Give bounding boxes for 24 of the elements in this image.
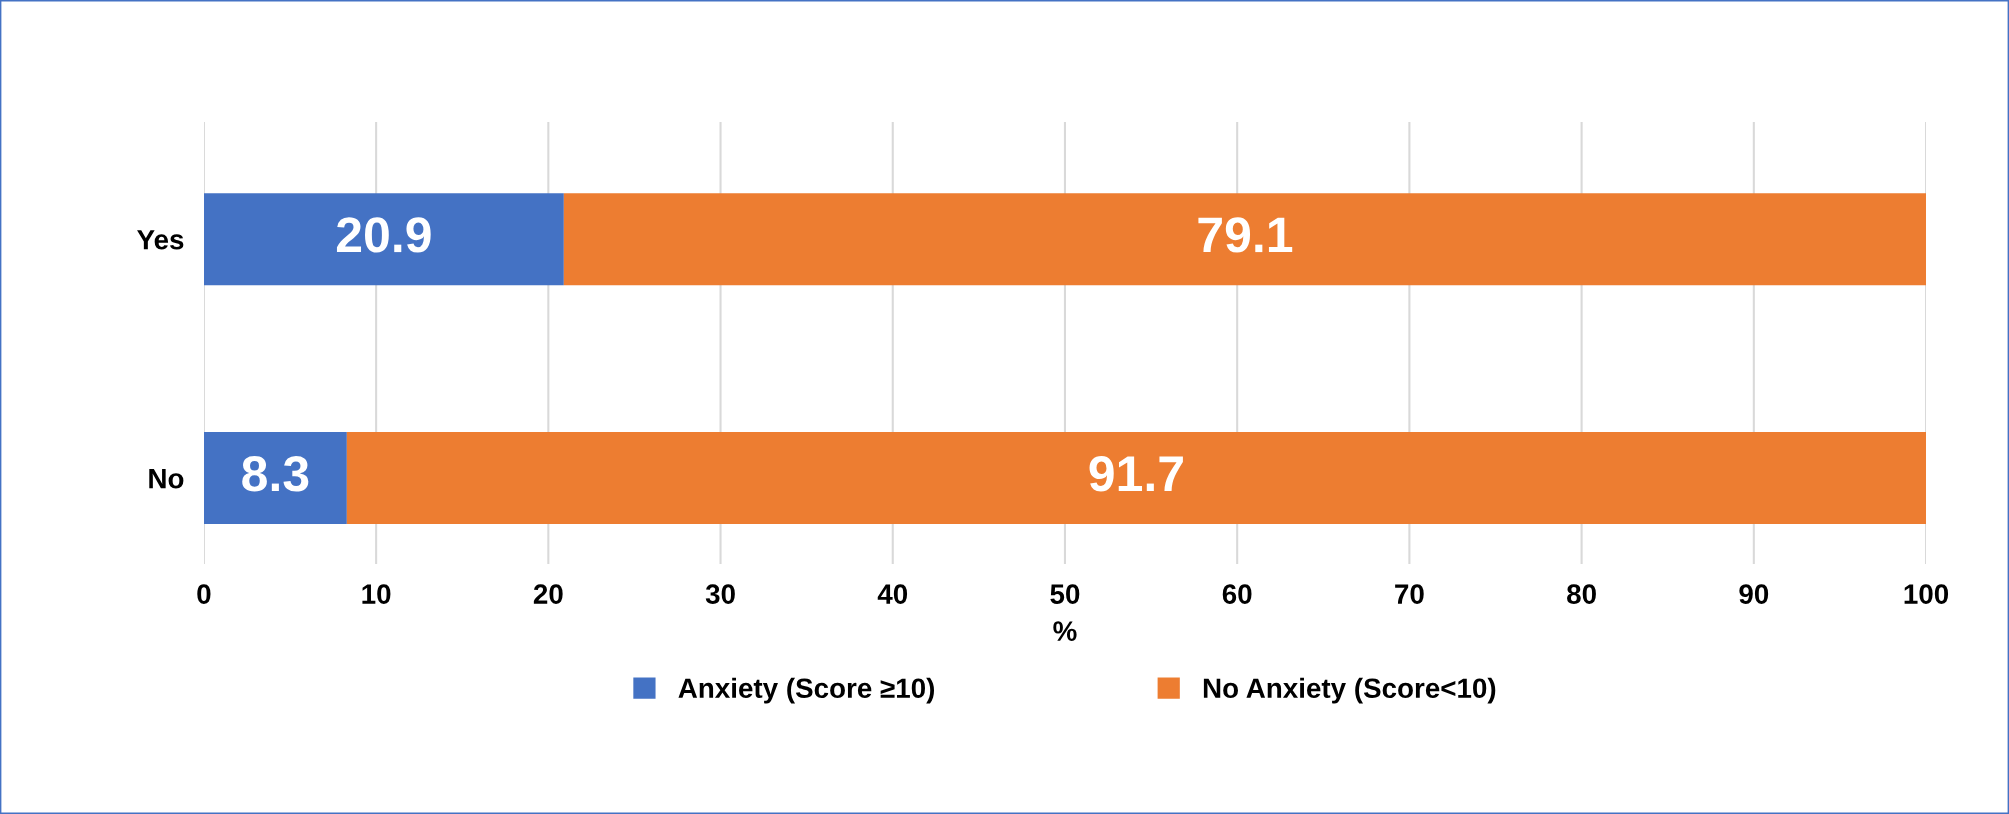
- x-tick-label: 90: [1739, 584, 1769, 604]
- x-tick-label: 30: [705, 584, 735, 604]
- x-tick-label: 60: [1222, 584, 1252, 604]
- bar: [203, 432, 347, 525]
- x-tick-label: 20: [533, 584, 563, 604]
- x-tick-label: 10: [362, 584, 391, 604]
- x-tick-label: 40: [877, 584, 908, 604]
- y-tick-label: No: [149, 469, 184, 489]
- legend-label: No Anxiety (Score<10): [1203, 677, 1496, 704]
- x-tick-label: 50: [1050, 584, 1080, 604]
- y-tick-label: Yes: [137, 230, 184, 250]
- bar: [203, 193, 564, 286]
- data-label: 8.3: [242, 456, 309, 492]
- x-tick-label: 70: [1395, 584, 1424, 604]
- x-tick-label: 100: [1904, 584, 1949, 604]
- bar: [346, 432, 1927, 525]
- x-axis-title: %: [1053, 621, 1077, 641]
- data-label: 20.9: [336, 217, 431, 253]
- x-tick-label: 0: [197, 584, 211, 604]
- data-label: 79.1: [1198, 217, 1293, 253]
- legend-label: Anxiety (Score ≥10): [678, 677, 935, 704]
- bar: [563, 193, 1927, 286]
- data-label: 91.7: [1089, 456, 1183, 492]
- x-tick-label: 80: [1567, 584, 1596, 604]
